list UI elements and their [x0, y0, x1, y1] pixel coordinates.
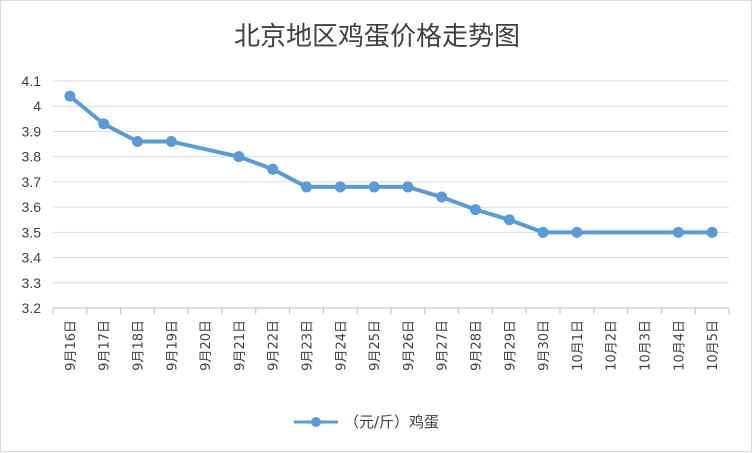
y-tick-label: 3.6 [22, 199, 42, 215]
data-point [672, 226, 684, 238]
legend-label: （元/斤）鸡蛋 [344, 413, 439, 431]
y-tick-label: 3.9 [22, 123, 42, 139]
series-group [64, 90, 718, 238]
x-axis: 9月16日 9月17日 9月18日 9月19日 9月20日 9月21日 9月22日 9月23日… [52, 308, 730, 371]
data-point [64, 90, 76, 102]
x-tick-label: 9月29日 [503, 320, 518, 371]
data-point [301, 181, 312, 193]
data-point [98, 118, 110, 130]
x-tick-label: 9月23日 [301, 320, 316, 371]
x-tick-label: 10月4日 [672, 320, 687, 371]
x-tick-label: 10月2日 [605, 320, 620, 371]
chart-title: 北京地区鸡蛋价格走势图 [234, 22, 520, 52]
y-tick-label: 3.8 [22, 149, 42, 165]
data-point [165, 136, 177, 148]
legend-point-marker [311, 417, 321, 427]
y-tick-label: 3.7 [22, 174, 42, 190]
data-point [233, 151, 245, 163]
x-tick-label: 9月30日 [537, 320, 552, 371]
data-point [334, 181, 346, 193]
data-point [436, 191, 448, 203]
y-tick-label: 3.2 [22, 300, 42, 316]
y-axis: 4.1 4 3.9 3.8 3.7 3.6 3.5 3.4 3.3 3.2 [22, 73, 42, 316]
series-line [67, 94, 715, 235]
data-point [571, 226, 583, 238]
x-tick-label: 9月17日 [98, 320, 113, 371]
data-point [537, 226, 549, 238]
y-tick-label: 3.4 [22, 250, 42, 266]
x-tick-label: 9月26日 [402, 320, 417, 371]
data-point [706, 226, 718, 238]
x-tick-label: 10月3日 [639, 320, 654, 371]
data-point [503, 214, 515, 226]
x-tick-label: 9月27日 [436, 320, 451, 371]
x-tick-label: 9月19日 [165, 320, 180, 371]
data-point [132, 136, 143, 148]
y-tick-label: 4 [33, 98, 41, 114]
x-tick-label: 10月5日 [706, 320, 721, 371]
x-tick-label: 10月1日 [571, 320, 586, 371]
legend: （元/斤）鸡蛋 [294, 413, 439, 431]
x-tick-label: 9月21日 [233, 320, 248, 371]
x-tick-label: 9月22日 [267, 320, 282, 371]
data-point [267, 163, 279, 175]
x-tick-label: 9月20日 [199, 320, 214, 371]
x-tick-label: 9月24日 [334, 320, 349, 371]
gridlines [53, 80, 729, 309]
y-tick-label: 4.1 [22, 73, 42, 89]
data-point [470, 204, 481, 216]
x-tick-label: 9月16日 [64, 320, 79, 371]
data-point [368, 181, 380, 193]
x-tick-label: 9月28日 [470, 320, 485, 371]
y-tick-label: 3.5 [22, 224, 42, 240]
y-tick-label: 3.3 [22, 275, 42, 291]
data-point [402, 181, 414, 193]
x-tick-label: 9月25日 [368, 320, 383, 371]
x-tick-label: 9月18日 [132, 320, 147, 371]
